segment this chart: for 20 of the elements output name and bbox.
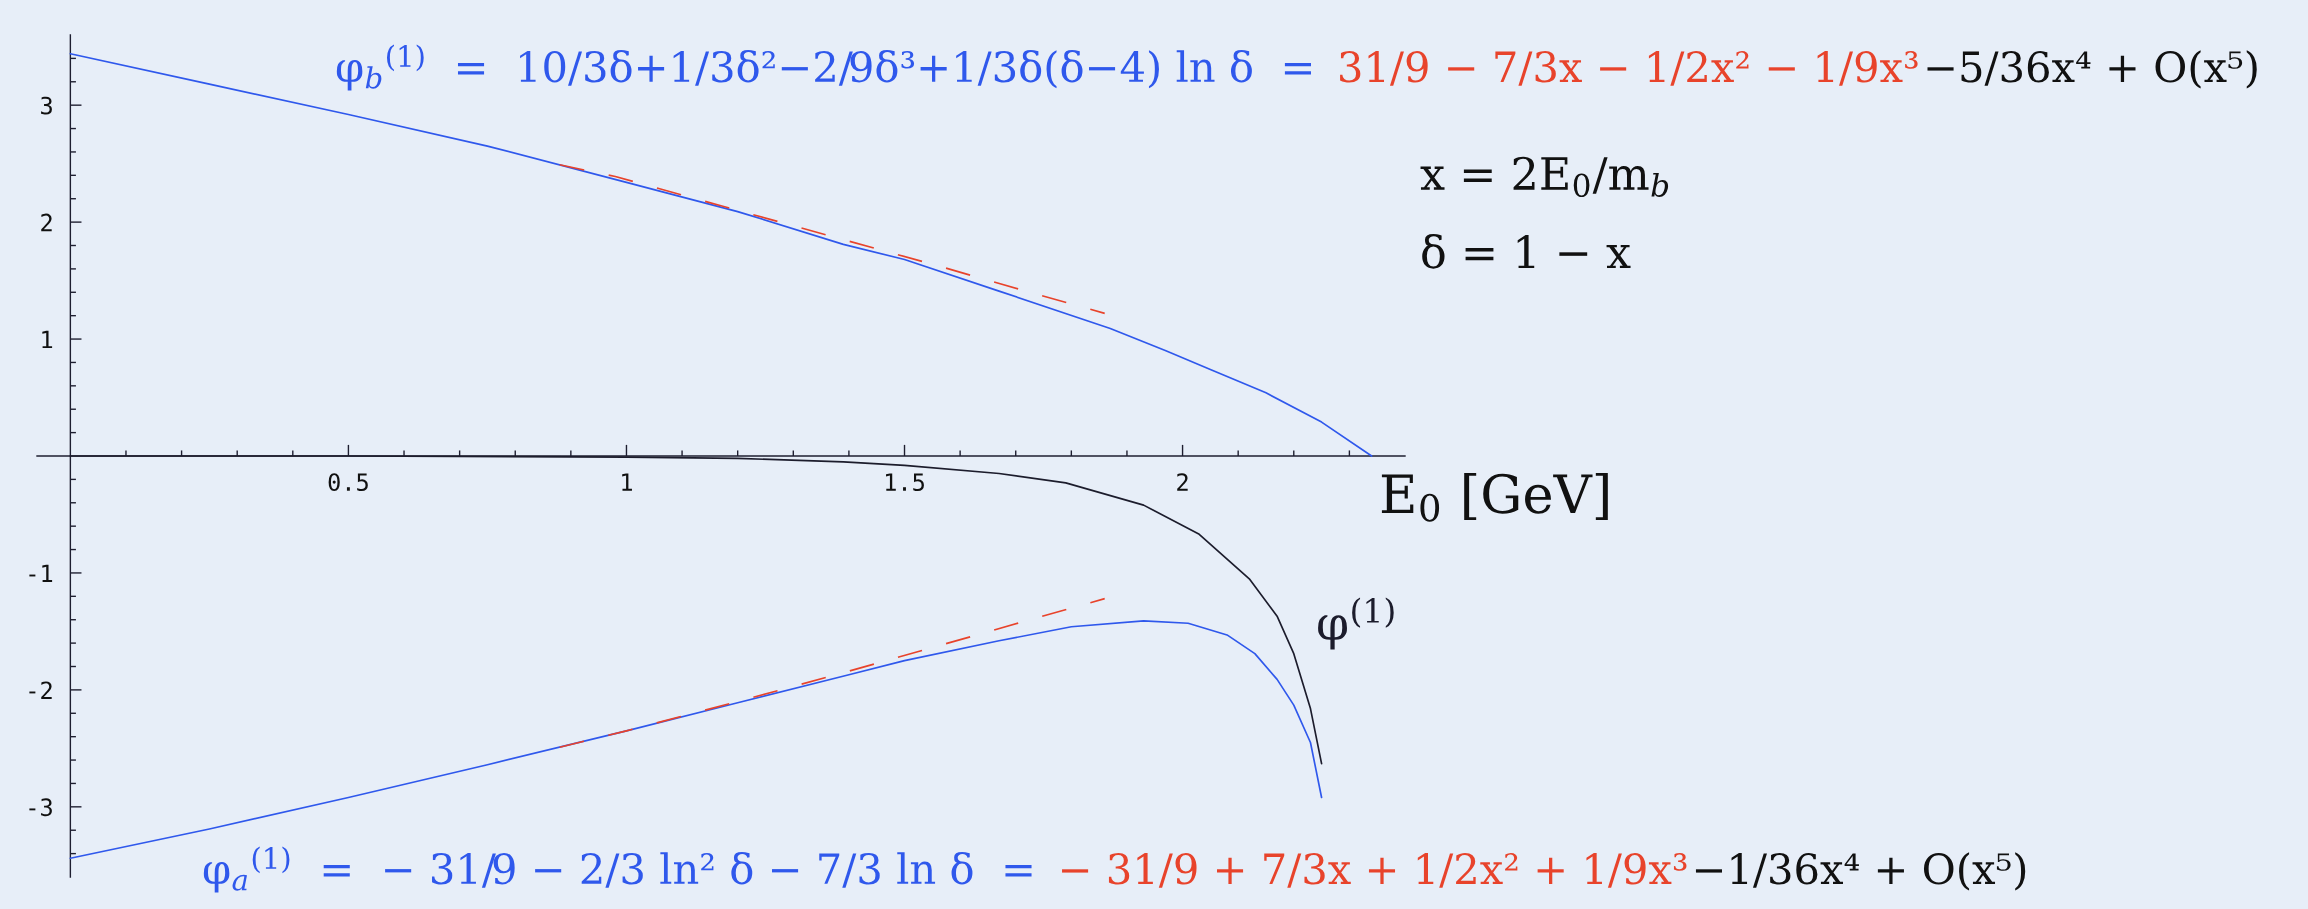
text: −5/36x⁴ + O(x⁵) bbox=[1927, 50, 2257, 89]
series-label: φ$^{(1)}$ bbox=[1318, 597, 1394, 650]
text: −1/36x⁴ + O(x⁵) bbox=[1695, 852, 2026, 891]
x-tick-label: 1.5 bbox=[886, 473, 924, 492]
y-tick-label: -2 bbox=[29, 681, 52, 699]
text: δ = 1 − x bbox=[1422, 233, 1631, 269]
annotation: − 31/9 + 7/3x + 1/2x² + 1/9x³ bbox=[1062, 853, 1687, 888]
y-tick-label: 3 bbox=[41, 96, 52, 115]
x-tick-label: 1 bbox=[622, 473, 632, 491]
x-tick-label: 2 bbox=[1177, 473, 1188, 491]
x-tick-label: 0.5 bbox=[328, 473, 368, 492]
text: x = 2E$_{0}$/m$_{b}$ bbox=[1420, 156, 1669, 198]
y-tick-label: 1 bbox=[42, 330, 53, 349]
y-tick-label: -1 bbox=[29, 564, 53, 582]
x-axis-title: E$_{0}$ [GeV] bbox=[1381, 472, 1608, 522]
series-label: φ$_{a}$$^{(1)}$ = − 31/9 − 2/3 ln² δ − 7/3 ln δ = bbox=[203, 846, 1032, 893]
series-label: φ$_{b}$$^{(1)}$ = 10/3δ+1/3δ²−2/9δ³+1/3δ(δ−4) ln δ = bbox=[336, 44, 1311, 91]
annotation: 31/9 − 7/3x − 1/2x² − 1/9x³ bbox=[1340, 51, 1918, 86]
y-tick-label: 2 bbox=[41, 213, 52, 232]
y-tick-label: -3 bbox=[29, 798, 52, 817]
